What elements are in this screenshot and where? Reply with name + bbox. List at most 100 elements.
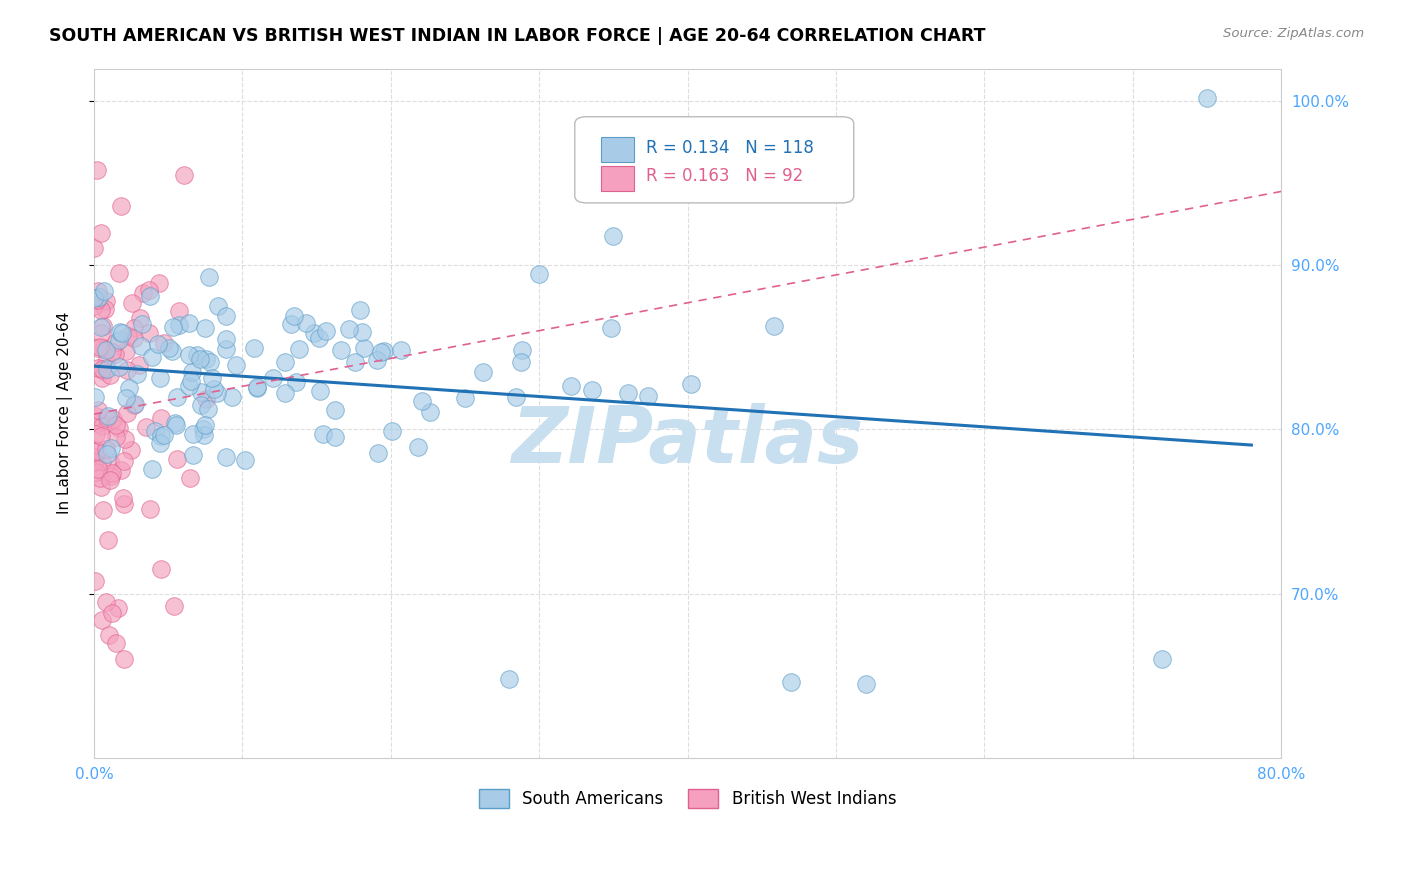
Point bbox=[202, 382, 225, 396]
Point bbox=[105, 417, 128, 432]
Point bbox=[527, 267, 550, 281]
Point bbox=[90, 415, 112, 429]
Point bbox=[111, 326, 134, 340]
Text: R = 0.134   N = 118: R = 0.134 N = 118 bbox=[645, 139, 814, 157]
Text: Source: ZipAtlas.com: Source: ZipAtlas.com bbox=[1223, 27, 1364, 40]
Point bbox=[262, 371, 284, 385]
Point bbox=[295, 316, 318, 330]
Point bbox=[114, 497, 136, 511]
Point bbox=[117, 406, 139, 420]
Point bbox=[86, 293, 108, 308]
Point bbox=[111, 491, 134, 505]
Point bbox=[173, 168, 195, 182]
Point bbox=[195, 392, 218, 406]
FancyBboxPatch shape bbox=[600, 166, 634, 191]
FancyBboxPatch shape bbox=[575, 117, 853, 202]
Point bbox=[215, 309, 238, 323]
Point bbox=[90, 613, 112, 627]
Point bbox=[471, 365, 494, 379]
Point bbox=[86, 163, 108, 178]
Point bbox=[97, 409, 120, 423]
Point bbox=[149, 411, 172, 425]
Point bbox=[560, 379, 582, 393]
Point bbox=[352, 325, 374, 339]
Point bbox=[194, 417, 217, 432]
Point bbox=[150, 561, 173, 575]
Point bbox=[165, 417, 187, 432]
Point bbox=[93, 364, 115, 378]
Point bbox=[149, 371, 172, 385]
Point bbox=[93, 319, 115, 334]
Point bbox=[146, 336, 169, 351]
Point bbox=[179, 471, 201, 485]
Point bbox=[128, 358, 150, 372]
Point bbox=[90, 320, 112, 334]
Point bbox=[84, 390, 107, 404]
Text: ZIPatlas: ZIPatlas bbox=[512, 402, 863, 479]
Point bbox=[87, 360, 110, 375]
Point bbox=[94, 595, 117, 609]
Point bbox=[108, 360, 131, 375]
Point bbox=[198, 270, 221, 285]
Point bbox=[312, 426, 335, 441]
Point bbox=[84, 426, 107, 441]
Point bbox=[323, 430, 346, 444]
Point bbox=[107, 601, 129, 615]
Point bbox=[96, 411, 118, 425]
Point bbox=[617, 386, 640, 401]
Point bbox=[419, 405, 441, 419]
Point bbox=[131, 317, 153, 331]
Point bbox=[195, 352, 218, 367]
Point bbox=[120, 443, 142, 458]
Point bbox=[207, 299, 229, 313]
Point bbox=[138, 283, 160, 297]
Point bbox=[180, 365, 202, 379]
Point bbox=[105, 430, 128, 444]
Point bbox=[83, 241, 105, 255]
Point bbox=[160, 343, 183, 358]
Point bbox=[411, 393, 433, 408]
Point bbox=[90, 326, 112, 340]
Point bbox=[129, 311, 152, 326]
Point bbox=[83, 574, 105, 589]
Point bbox=[87, 462, 110, 476]
Point bbox=[110, 198, 132, 212]
Point bbox=[117, 362, 139, 376]
Point bbox=[148, 276, 170, 290]
Point bbox=[84, 450, 107, 464]
Point bbox=[280, 318, 302, 332]
Point bbox=[152, 335, 174, 350]
Point bbox=[157, 341, 180, 355]
Point bbox=[112, 652, 135, 666]
FancyBboxPatch shape bbox=[600, 137, 634, 162]
Y-axis label: In Labor Force | Age 20-64: In Labor Force | Age 20-64 bbox=[58, 312, 73, 515]
Point bbox=[143, 424, 166, 438]
Point bbox=[1152, 652, 1174, 666]
Point bbox=[91, 503, 114, 517]
Point bbox=[225, 358, 247, 372]
Point bbox=[169, 304, 191, 318]
Point bbox=[221, 390, 243, 404]
Point bbox=[510, 343, 533, 358]
Point bbox=[96, 293, 118, 308]
Point bbox=[180, 374, 202, 388]
Point bbox=[215, 332, 238, 346]
Point bbox=[135, 420, 157, 434]
Point bbox=[198, 355, 221, 369]
Point bbox=[599, 321, 621, 335]
Point bbox=[115, 391, 138, 405]
Point bbox=[114, 454, 136, 468]
Text: SOUTH AMERICAN VS BRITISH WEST INDIAN IN LABOR FORCE | AGE 20-64 CORRELATION CHA: SOUTH AMERICAN VS BRITISH WEST INDIAN IN… bbox=[49, 27, 986, 45]
Point bbox=[90, 362, 112, 376]
Point bbox=[193, 428, 215, 442]
Point bbox=[89, 471, 111, 485]
Point bbox=[96, 343, 118, 358]
Point bbox=[87, 289, 110, 303]
Point bbox=[101, 607, 124, 621]
Point bbox=[96, 447, 118, 461]
Point bbox=[188, 351, 211, 366]
Point bbox=[90, 480, 112, 494]
Point bbox=[83, 299, 105, 313]
Point bbox=[246, 381, 269, 395]
Point bbox=[762, 318, 785, 333]
